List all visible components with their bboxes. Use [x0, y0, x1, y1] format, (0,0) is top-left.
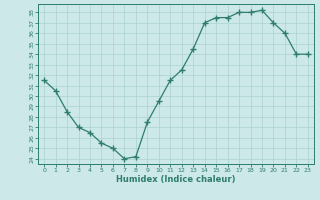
X-axis label: Humidex (Indice chaleur): Humidex (Indice chaleur) — [116, 175, 236, 184]
